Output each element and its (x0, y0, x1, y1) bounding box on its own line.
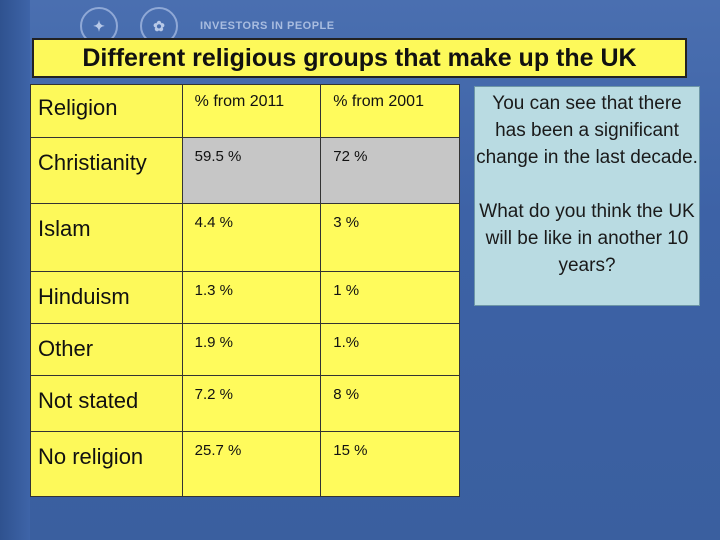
religion-cell: No religion (30, 431, 183, 497)
religion-cell: Other (30, 323, 183, 376)
value-2011-cell: 7.2 % (181, 375, 322, 432)
religion-table: Religion % from 2011 % from 2001 Christi… (30, 84, 460, 497)
value-2011-cell: 4.4 % (181, 203, 322, 272)
value-2011-cell: 59.5 % (181, 137, 322, 204)
table-row: Hinduism 1.3 % 1 % (30, 271, 460, 324)
header-2001: % from 2001 (320, 84, 460, 138)
value-2001-cell: 1 % (320, 271, 460, 324)
title-banner: Different religious groups that make up … (32, 38, 687, 78)
left-decorative-band (0, 0, 30, 540)
table-row: No religion 25.7 % 15 % (30, 431, 460, 497)
religion-cell: Hinduism (30, 271, 183, 324)
investors-logo-text: INVESTORS IN PEOPLE (200, 19, 335, 32)
table-header-row: Religion % from 2011 % from 2001 (30, 84, 460, 138)
value-2001-cell: 72 % (320, 137, 460, 204)
value-2001-cell: 15 % (320, 431, 460, 497)
value-2001-cell: 1.% (320, 323, 460, 376)
header-religion: Religion (30, 84, 183, 138)
table-row: Not stated 7.2 % 8 % (30, 375, 460, 432)
note-paragraph-2: What do you think the UK will be like in… (479, 201, 695, 276)
header-2011: % from 2011 (181, 84, 322, 138)
discussion-note: You can see that there has been a signif… (474, 86, 700, 306)
value-2001-cell: 3 % (320, 203, 460, 272)
note-paragraph-1: You can see that there has been a signif… (476, 93, 698, 168)
page-title: Different religious groups that make up … (82, 43, 637, 72)
value-2011-cell: 25.7 % (181, 431, 322, 497)
table-row: Other 1.9 % 1.% (30, 323, 460, 376)
religion-cell: Christianity (30, 137, 183, 204)
table-row: Christianity 59.5 % 72 % (30, 137, 460, 204)
value-2011-cell: 1.3 % (181, 271, 322, 324)
value-2001-cell: 8 % (320, 375, 460, 432)
table-row: Islam 4.4 % 3 % (30, 203, 460, 272)
religion-cell: Islam (30, 203, 183, 272)
value-2011-cell: 1.9 % (181, 323, 322, 376)
religion-cell: Not stated (30, 375, 183, 432)
